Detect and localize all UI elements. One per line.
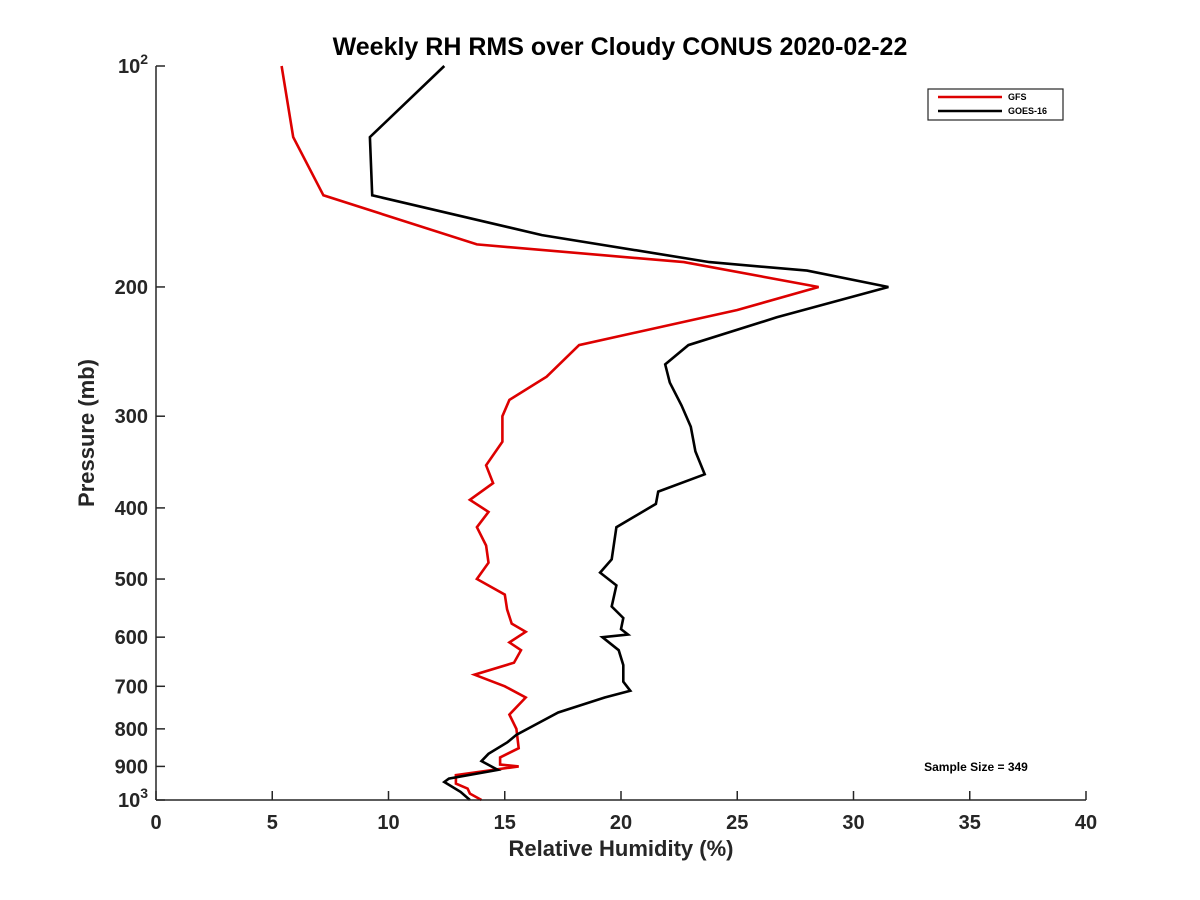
- chart-title: Weekly RH RMS over Cloudy CONUS 2020-02-…: [333, 33, 908, 61]
- y-tick-label: 102: [118, 51, 148, 78]
- y-tick-label: 300: [115, 406, 148, 428]
- x-tick-label: 15: [494, 812, 516, 834]
- x-tick-label: 40: [1075, 812, 1097, 834]
- legend: GFS GOES-16: [927, 88, 1064, 121]
- y-tick-label: 900: [115, 756, 148, 778]
- x-tick-label: 0: [150, 812, 161, 834]
- x-axis-ticks: 0 5 10 15 20 25 30 35 40: [150, 791, 1097, 834]
- legend-label-goes16: GOES-16: [1008, 106, 1047, 116]
- x-tick-label: 35: [959, 812, 981, 834]
- y-axis-label: Pressure (mb): [74, 359, 99, 507]
- y-tick-label: 700: [115, 676, 148, 698]
- x-tick-label: 25: [726, 812, 748, 834]
- y-axis-ticks: 102 200 300 400 500 600 700 800 900 103: [115, 51, 165, 812]
- x-tick-label: 30: [842, 812, 864, 834]
- x-tick-label: 5: [267, 812, 278, 834]
- x-tick-label: 20: [610, 812, 632, 834]
- y-tick-label: 400: [115, 498, 148, 520]
- series-line-gfs: [280, 65, 819, 802]
- x-axis-label: Relative Humidity (%): [509, 836, 734, 861]
- y-tick-label: 500: [115, 569, 148, 591]
- y-tick-label: 600: [115, 627, 148, 649]
- sample-size-annotation: Sample Size = 349: [924, 760, 1028, 774]
- series-line-goes16: [368, 65, 889, 801]
- x-tick-label: 10: [377, 812, 399, 834]
- legend-label-gfs: GFS: [1008, 92, 1027, 102]
- plot-area: [280, 65, 889, 802]
- y-tick-label: 800: [115, 719, 148, 741]
- y-tick-label: 103: [118, 785, 148, 812]
- y-tick-label: 200: [115, 277, 148, 299]
- legend-box: [927, 88, 1064, 121]
